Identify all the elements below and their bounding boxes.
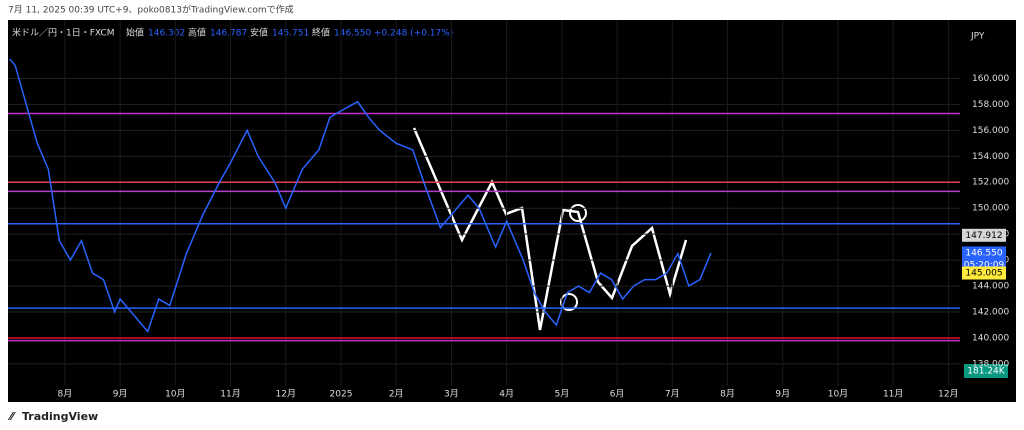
y-tick-label: 156.000 bbox=[972, 126, 1009, 136]
y-tick-label: 154.000 bbox=[972, 152, 1009, 162]
x-tick-label: 12月 bbox=[276, 389, 296, 400]
y-tick-label: 142.000 bbox=[972, 308, 1009, 318]
circle-annotation bbox=[569, 204, 587, 222]
y-tick-label: 158.000 bbox=[972, 100, 1009, 110]
volume-tag bbox=[964, 364, 1008, 378]
legend-text: 終値 bbox=[312, 27, 330, 39]
price-tag-label: 147.912 bbox=[965, 231, 1002, 241]
x-tick-label: 7月 bbox=[665, 389, 680, 400]
circle-annotation bbox=[560, 293, 578, 311]
x-tick-label: 12月 bbox=[938, 389, 958, 400]
y-tick-label: 152.000 bbox=[972, 178, 1009, 188]
x-tick-label: 6月 bbox=[610, 389, 625, 400]
legend-text: +0.248 (+0.17%) bbox=[374, 29, 453, 39]
x-tick-label: 9月 bbox=[775, 389, 790, 400]
x-tick-label: 2025 bbox=[330, 390, 353, 400]
x-tick-label: 9月 bbox=[113, 389, 128, 400]
footer: TradingView bbox=[22, 410, 98, 423]
y-tick-label: 150.000 bbox=[972, 204, 1009, 214]
y-tick-label: 160.000 bbox=[972, 74, 1009, 84]
x-tick-label: 5月 bbox=[554, 389, 569, 400]
x-tick-label: 11月 bbox=[883, 389, 903, 400]
price-tag bbox=[962, 266, 1006, 280]
header: 7月 11, 2025 00:39 UTC+9、poko0813がTrading… bbox=[8, 4, 294, 16]
legend-text: 146.550 bbox=[334, 29, 371, 39]
price-tag-label: 145.005 bbox=[965, 269, 1002, 279]
price-axis bbox=[960, 20, 1016, 386]
currency: JPY bbox=[970, 32, 985, 42]
x-tick-label: 2月 bbox=[389, 389, 404, 400]
price-timer: 05:20:09 bbox=[964, 260, 1005, 270]
x-tick-label: 11月 bbox=[220, 389, 240, 400]
logo: ⁄⁄ bbox=[7, 410, 17, 423]
x-tick-label: 8月 bbox=[58, 389, 73, 400]
price-line bbox=[9, 58, 712, 333]
x-tick-label: 8月 bbox=[720, 389, 735, 400]
legend-text: 146.302 bbox=[148, 29, 185, 39]
time-axis bbox=[8, 386, 1016, 402]
legend-text: 高値 bbox=[188, 27, 206, 39]
legend-text: 146.787 bbox=[210, 29, 247, 39]
x-tick-label: 3月 bbox=[444, 389, 459, 400]
y-tick-label: 144.000 bbox=[972, 282, 1009, 292]
legend-text: 米ドル／円・1日・FXCM bbox=[12, 27, 114, 39]
x-tick-label: 10月 bbox=[828, 389, 848, 400]
legend-text: 145.751 bbox=[272, 29, 309, 39]
plot-background bbox=[8, 20, 960, 386]
x-tick-label: 4月 bbox=[499, 389, 514, 400]
volume-label: 181.24K bbox=[967, 367, 1005, 377]
legend-text: 安値 bbox=[250, 27, 268, 39]
price-tag-label: 146.550 bbox=[965, 248, 1002, 258]
y-tick-label: 140.000 bbox=[972, 333, 1009, 343]
price-tag bbox=[962, 228, 1006, 242]
y-tick-label: 138.000 bbox=[972, 359, 1009, 369]
legend-text: 始値 bbox=[126, 27, 144, 39]
x-tick-label: 10月 bbox=[165, 389, 185, 400]
